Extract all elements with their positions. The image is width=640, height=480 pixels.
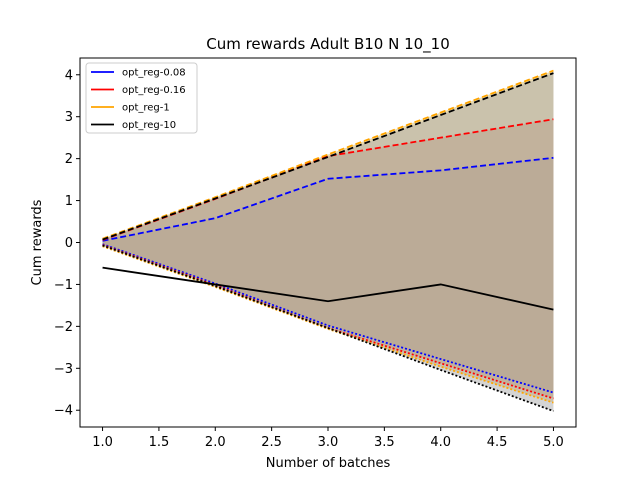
y-tick-label: 2 xyxy=(65,152,73,167)
legend-label: opt_reg-0.16 xyxy=(122,85,186,96)
x-tick-label: 2.5 xyxy=(261,435,282,450)
x-tick-label: 1.5 xyxy=(149,435,170,450)
x-tick-label: 3.5 xyxy=(374,435,395,450)
series-upper-line-0 xyxy=(102,156,554,242)
y-tick-label: −3 xyxy=(54,362,73,377)
legend: opt_reg-0.08 opt_reg-0.16 opt_reg-1 opt_reg… xyxy=(85,62,198,134)
y-tick-label: −1 xyxy=(54,278,73,293)
x-tick-label: 4.5 xyxy=(487,435,508,450)
x-tick-label: 2.0 xyxy=(205,435,226,450)
y-tick-label: 0 xyxy=(65,236,73,251)
legend-box xyxy=(85,62,198,134)
y-axis-label: Cum rewards xyxy=(30,199,45,285)
x-tick-label: 4.0 xyxy=(430,435,451,450)
series-upper-line-2 xyxy=(102,69,554,240)
x-axis-label: Number of batches xyxy=(266,456,391,471)
legend-label: opt_reg-1 xyxy=(122,103,170,114)
y-axis-ticks: −4 −3 −2 −1 0 1 2 3 4 xyxy=(54,68,80,419)
y-tick-label: 4 xyxy=(65,68,73,83)
y-tick-label: −4 xyxy=(54,404,73,419)
x-tick-label: 3.0 xyxy=(318,435,339,450)
chart-title: Cum rewards Adult B10 N 10_10 xyxy=(206,35,450,54)
series-upper-line-3 xyxy=(102,72,554,241)
band-fill-3 xyxy=(102,73,554,412)
legend-label: opt_reg-0.08 xyxy=(122,68,186,79)
series-lower-line-0 xyxy=(102,243,554,394)
y-tick-label: 1 xyxy=(65,194,73,209)
series-lower-line-3 xyxy=(102,244,554,412)
legend-label: opt_reg-10 xyxy=(122,120,176,131)
x-axis-ticks: 1.0 1.5 2.0 2.5 3.0 3.5 4.0 4.5 5.0 xyxy=(92,427,564,450)
series-upper-line-1 xyxy=(102,118,554,241)
band-fills xyxy=(102,70,554,412)
x-tick-label: 1.0 xyxy=(92,435,113,450)
series-lines xyxy=(102,69,554,412)
series-mean-line-3 xyxy=(102,266,554,311)
x-tick-label: 5.0 xyxy=(543,435,564,450)
y-tick-label: 3 xyxy=(65,110,73,125)
y-tick-label: −2 xyxy=(54,320,73,335)
